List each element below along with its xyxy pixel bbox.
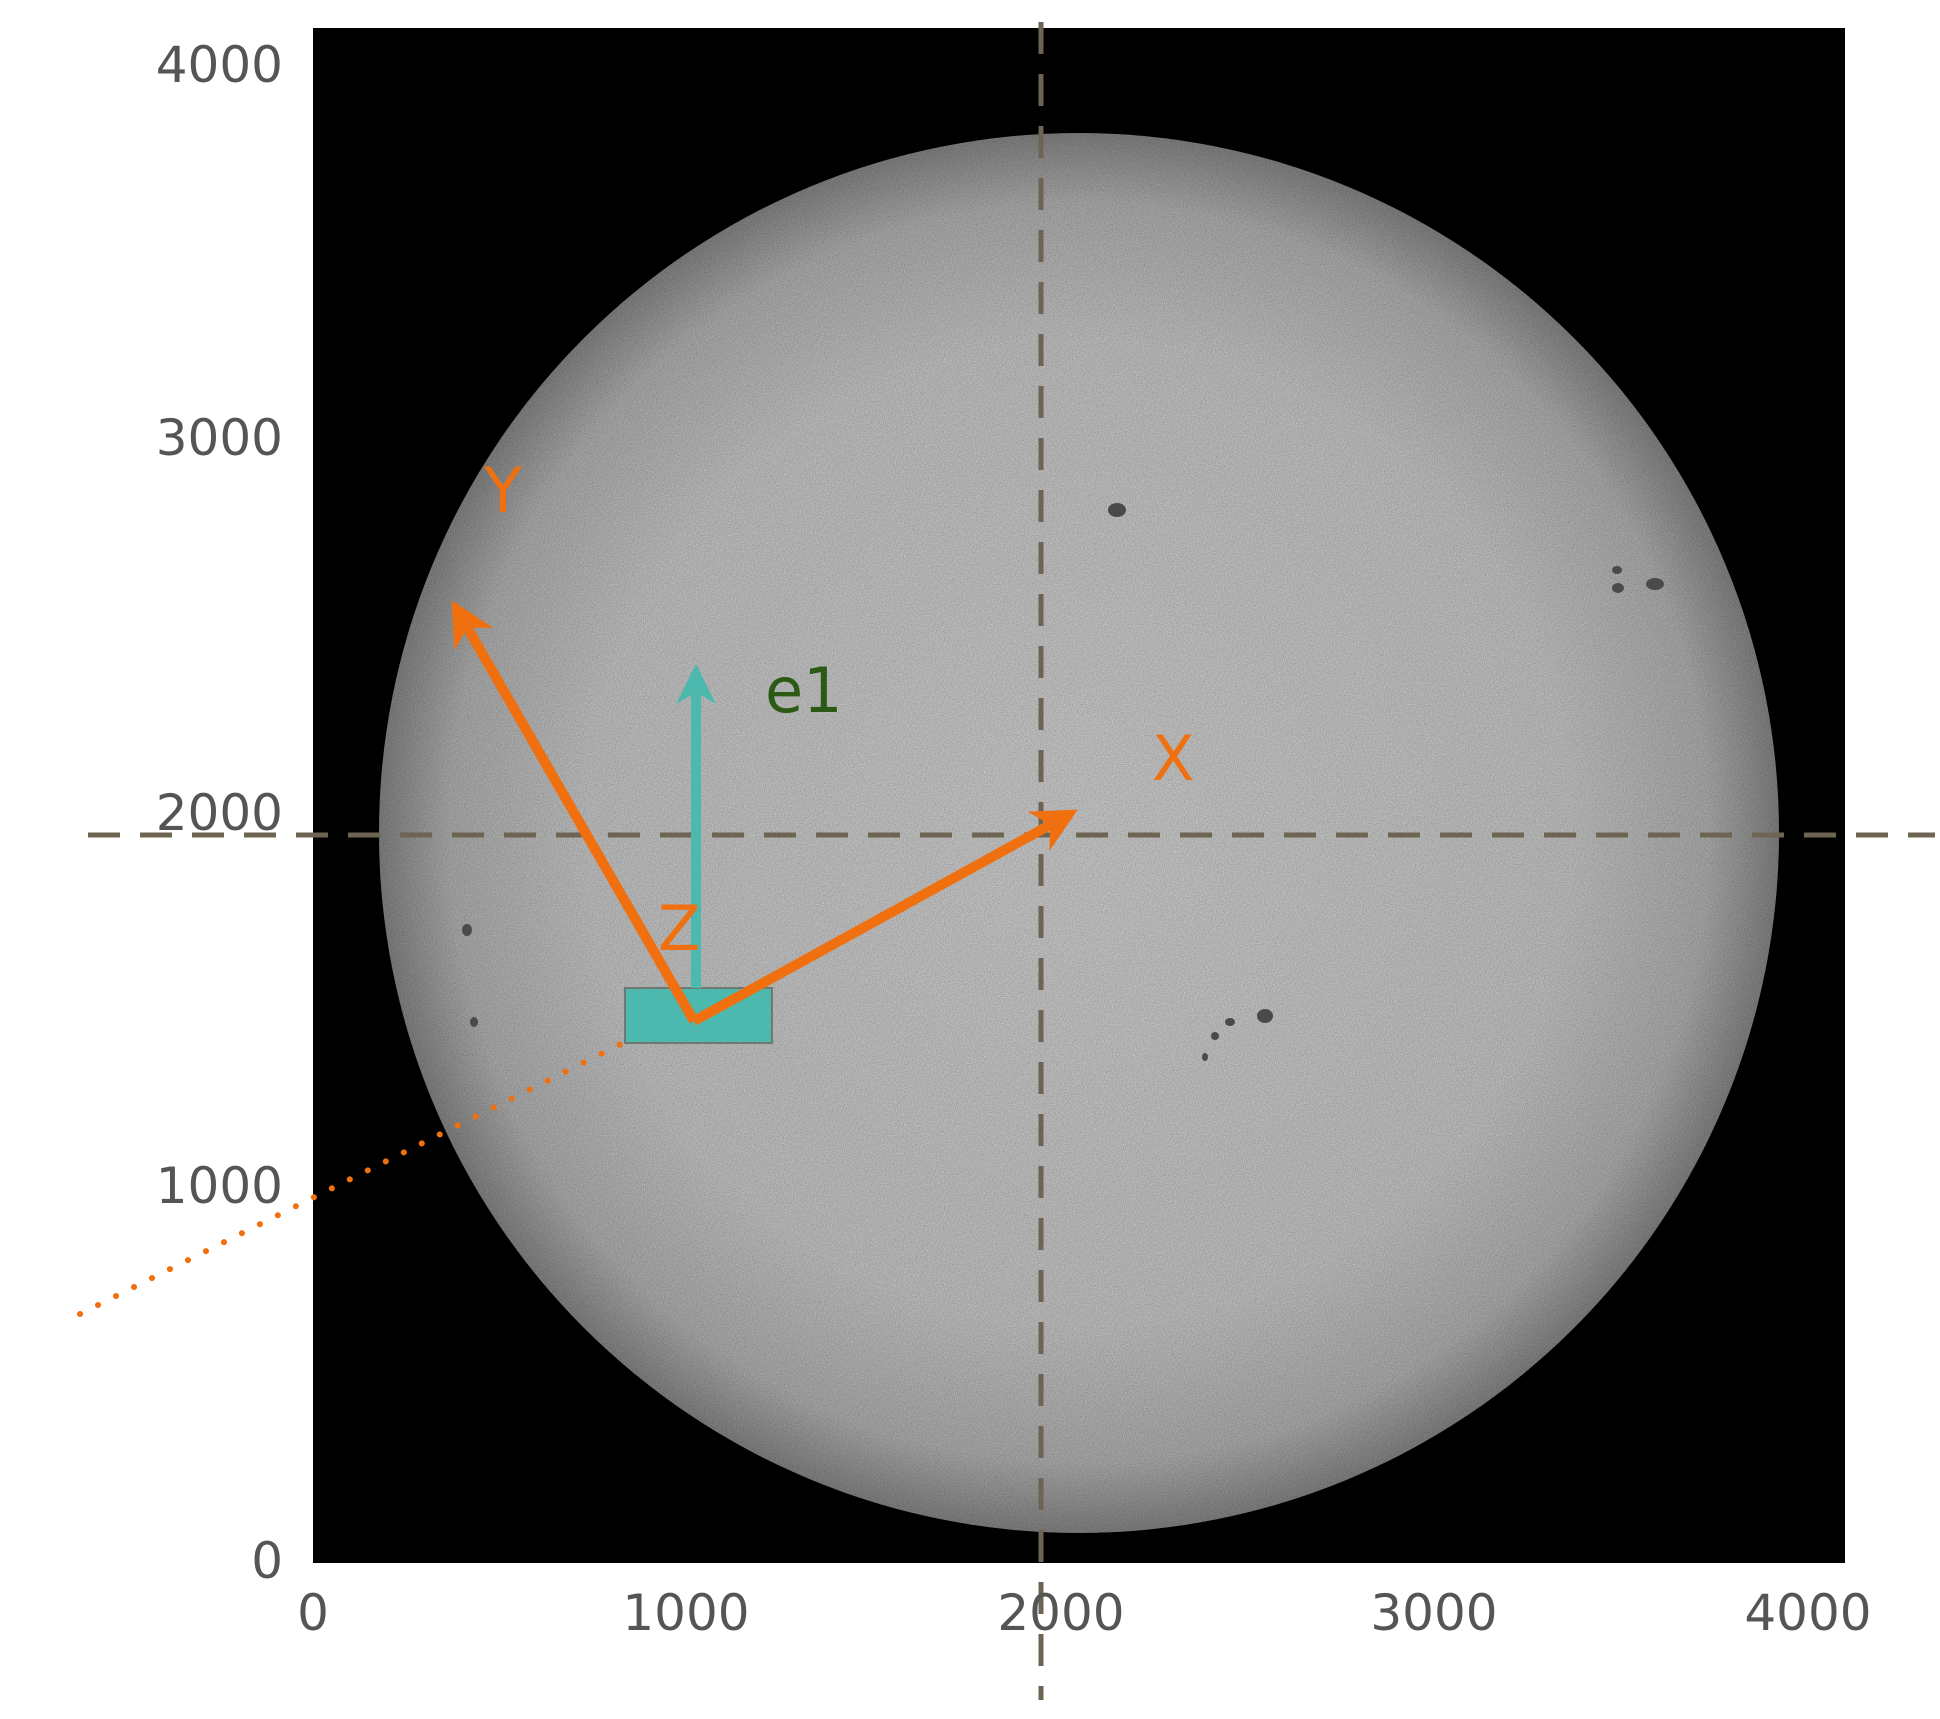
sunspot	[462, 924, 472, 936]
x-tick-label: 2000	[997, 1584, 1124, 1642]
x-tick-label: 0	[297, 1584, 329, 1642]
line-of-sight-dotted	[77, 1019, 668, 1317]
x-axis-ticks: 0 1000 2000 3000 4000	[297, 1584, 1872, 1642]
sunspot	[1225, 1018, 1235, 1026]
sunspot	[1612, 566, 1622, 574]
x-vector-arrow	[691, 809, 1078, 1026]
y-axis-ticks: 0 1000 2000 3000 4000	[156, 36, 283, 1590]
y-vector-label: Y	[483, 454, 522, 527]
y-tick-label: 4000	[156, 36, 283, 94]
sunspot	[1646, 578, 1664, 590]
y-tick-label: 3000	[156, 409, 283, 467]
e1-vector-label: e1	[765, 654, 843, 727]
y-vector-arrow	[451, 600, 699, 1024]
sunspot	[1202, 1053, 1208, 1061]
x-tick-label: 1000	[622, 1584, 749, 1642]
y-tick-label: 2000	[156, 784, 283, 842]
sunspot	[470, 1017, 478, 1027]
sunspots	[462, 503, 1664, 1061]
x-vector-label: X	[1152, 722, 1194, 795]
y-tick-label: 0	[251, 1532, 283, 1590]
sunspot	[1257, 1009, 1273, 1023]
y-tick-label: 1000	[156, 1157, 283, 1215]
sunspot	[1612, 583, 1624, 593]
x-tick-label: 3000	[1370, 1584, 1497, 1642]
x-tick-label: 4000	[1744, 1584, 1871, 1642]
z-vector-label: Z	[658, 892, 700, 965]
sunspot	[1211, 1032, 1219, 1040]
sunspot	[1108, 503, 1126, 517]
